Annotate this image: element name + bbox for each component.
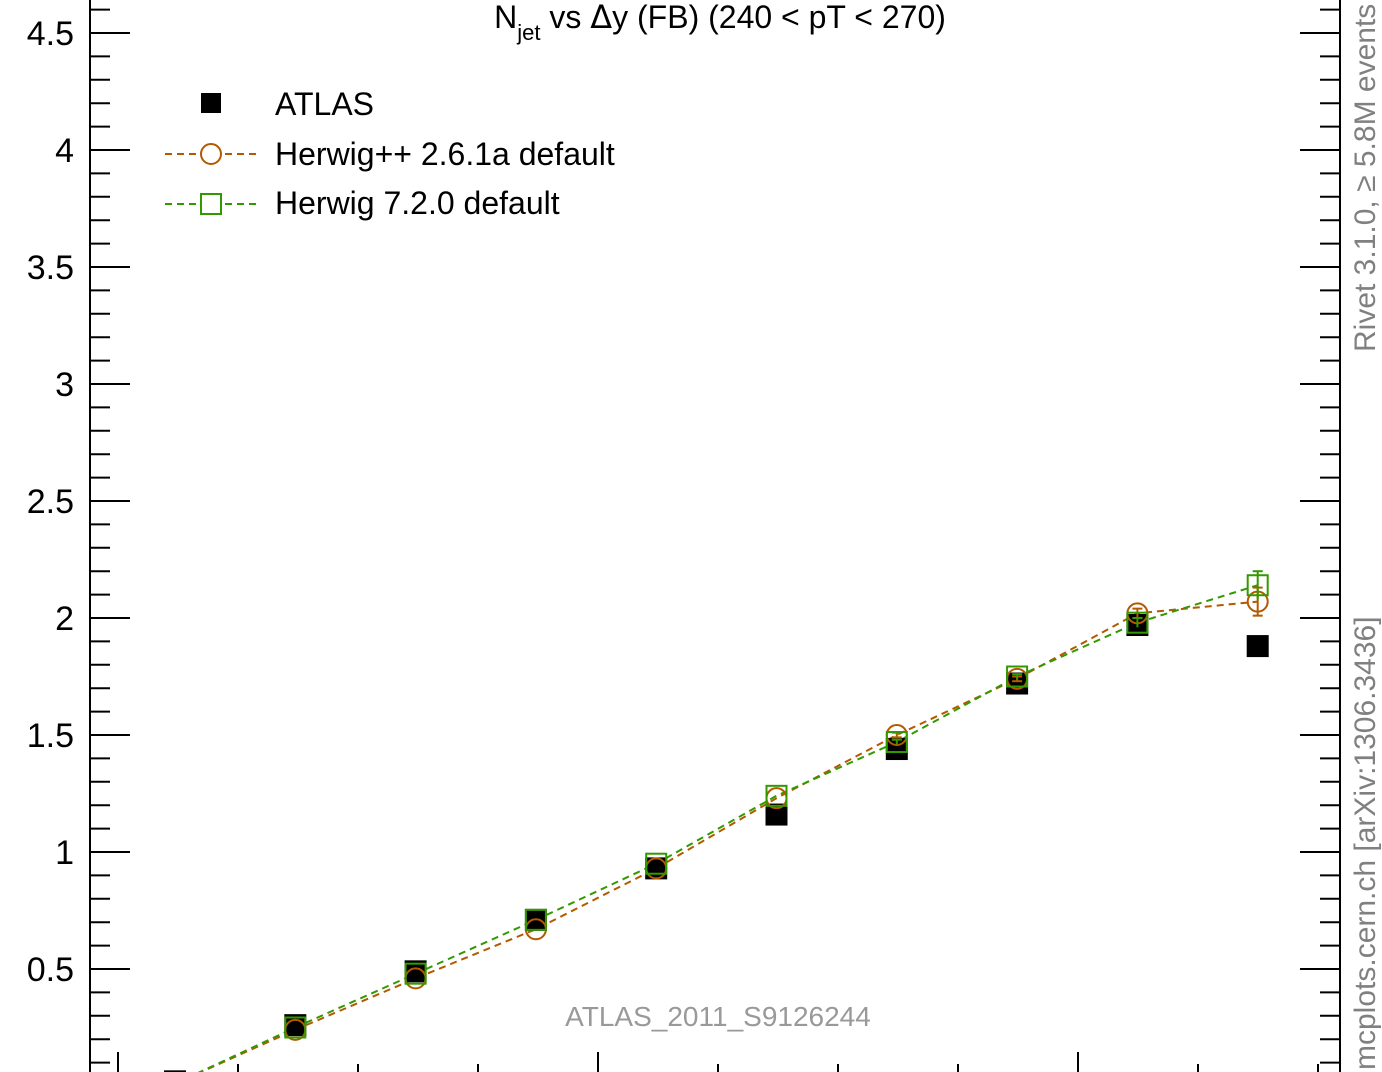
title-vs: vs bbox=[540, 0, 590, 35]
title-subscript: jet bbox=[516, 20, 540, 45]
data-point-atlas bbox=[766, 804, 788, 826]
title-delta: Δ bbox=[590, 0, 612, 36]
legend-label-atlas: ATLAS bbox=[275, 86, 374, 122]
legend-marker-atlas bbox=[201, 93, 221, 113]
side-label-rivet: Rivet 3.1.0, ≥ 5.8M events bbox=[1349, 4, 1382, 352]
data-point-atlas bbox=[1247, 635, 1269, 657]
analysis-watermark: ATLAS_2011_S9126244 bbox=[565, 1001, 871, 1032]
y-tick-label-1.5: 1.5 bbox=[27, 717, 74, 755]
y-tick-label-2: 2 bbox=[55, 600, 74, 638]
y-tick-label-4: 4 bbox=[55, 132, 74, 170]
title-n: N bbox=[494, 0, 517, 35]
y-tick-label-3.5: 3.5 bbox=[27, 249, 74, 287]
legend-marker-herwigpp bbox=[201, 144, 221, 164]
y-tick-label-3: 3 bbox=[55, 366, 74, 404]
y-tick-label-1: 1 bbox=[55, 834, 74, 872]
y-tick-label-0.5: 0.5 bbox=[27, 951, 74, 989]
legend-label-herwigpp: Herwig++ 2.6.1a default bbox=[275, 136, 615, 172]
title-suffix: (FB) (240 < pT < 270) bbox=[628, 0, 946, 35]
y-tick-label-4.5: 4.5 bbox=[27, 15, 74, 53]
legend-marker-herwig7 bbox=[201, 194, 221, 214]
legend-label-herwig7: Herwig 7.2.0 default bbox=[275, 185, 560, 221]
y-tick-label-2.5: 2.5 bbox=[27, 483, 74, 521]
title-y: y bbox=[612, 0, 628, 35]
side-label-mcplots: mcplots.cern.ch [arXiv:1306.3436] bbox=[1349, 616, 1382, 1070]
